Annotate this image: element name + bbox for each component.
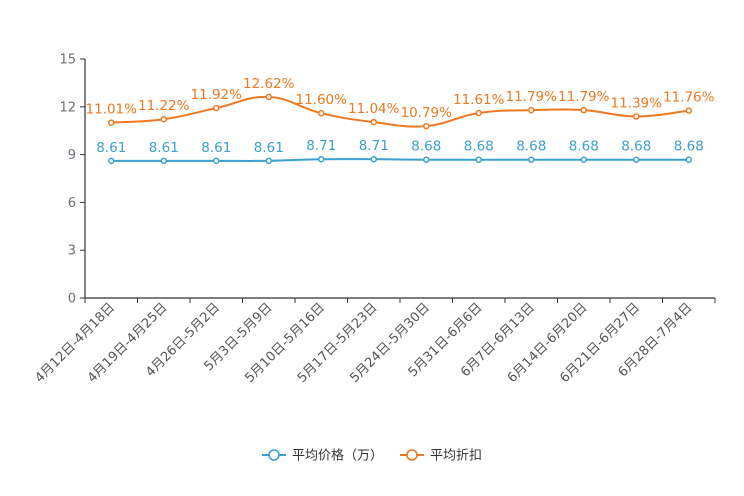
series-lines [108, 93, 692, 165]
data-point [580, 106, 587, 114]
data-point [160, 157, 167, 165]
legend-item-0[interactable]: 平均价格（万） [262, 448, 383, 464]
data-label: 8.68 [674, 139, 704, 155]
y-tick-label: 6 [68, 196, 76, 211]
data-point [685, 107, 692, 114]
data-label: 8.61 [149, 140, 179, 156]
data-label: 11.76% [663, 90, 715, 106]
data-point [580, 156, 587, 163]
data-point [108, 157, 115, 165]
legend-label: 平均价格（万） [292, 448, 383, 464]
data-label: 11.79% [558, 89, 610, 105]
y-tick-label: 3 [68, 244, 76, 259]
data-point [475, 109, 482, 117]
data-label: 8.68 [516, 139, 546, 155]
legend-label: 平均折扣 [430, 449, 482, 464]
data-label: 12.62% [243, 76, 295, 92]
data-point [633, 156, 640, 163]
data-point [633, 113, 640, 120]
data-label: 11.60% [296, 92, 348, 108]
data-label: 10.79% [401, 105, 453, 121]
y-tick-label: 9 [68, 148, 76, 163]
data-label: 8.68 [464, 139, 494, 155]
data-point [213, 104, 220, 112]
data-label: 8.68 [621, 139, 651, 155]
series-line-0 [111, 158, 689, 162]
data-point [423, 122, 430, 130]
data-point [265, 93, 272, 101]
y-tick-label: 0 [68, 292, 76, 307]
data-label: 11.01% [86, 102, 138, 118]
data-point [423, 156, 430, 163]
data-label: 8.68 [411, 139, 441, 155]
data-label: 11.39% [611, 96, 663, 112]
data-point [370, 118, 377, 126]
data-label: 11.61% [453, 92, 505, 108]
data-label: 8.61 [201, 140, 231, 156]
legend-marker-icon [268, 449, 280, 461]
data-label: 8.71 [359, 138, 389, 154]
data-label: 11.22% [138, 98, 190, 114]
data-point [528, 106, 535, 114]
data-point [370, 155, 377, 163]
data-label: 8.61 [96, 140, 126, 156]
legend-item-1[interactable]: 平均折扣 [400, 449, 482, 464]
series-line-1 [111, 95, 689, 128]
data-point [318, 155, 325, 163]
data-point [108, 119, 115, 126]
data-point [685, 156, 692, 163]
legend-marker-icon [406, 449, 418, 461]
data-label: 8.61 [254, 140, 284, 156]
data-point [318, 109, 325, 117]
data-label: 8.68 [569, 139, 599, 155]
y-tick-label: 12 [59, 100, 76, 115]
data-point [265, 157, 272, 165]
data-point [528, 156, 535, 163]
data-point [213, 157, 220, 165]
data-label: 11.79% [506, 89, 558, 105]
data-point [475, 156, 482, 163]
legend[interactable]: 平均价格（万） 平均折扣 [262, 448, 482, 464]
data-point [160, 115, 167, 123]
data-label: 11.04% [348, 101, 400, 117]
data-label: 11.92% [191, 87, 243, 103]
data-labels: 8.61 8.61 8.61 8.61 8.71 8.71 8.68 8.68 8.68 8.68… [86, 76, 715, 156]
data-label: 8.71 [306, 138, 336, 154]
y-tick-label: 15 [59, 53, 76, 68]
